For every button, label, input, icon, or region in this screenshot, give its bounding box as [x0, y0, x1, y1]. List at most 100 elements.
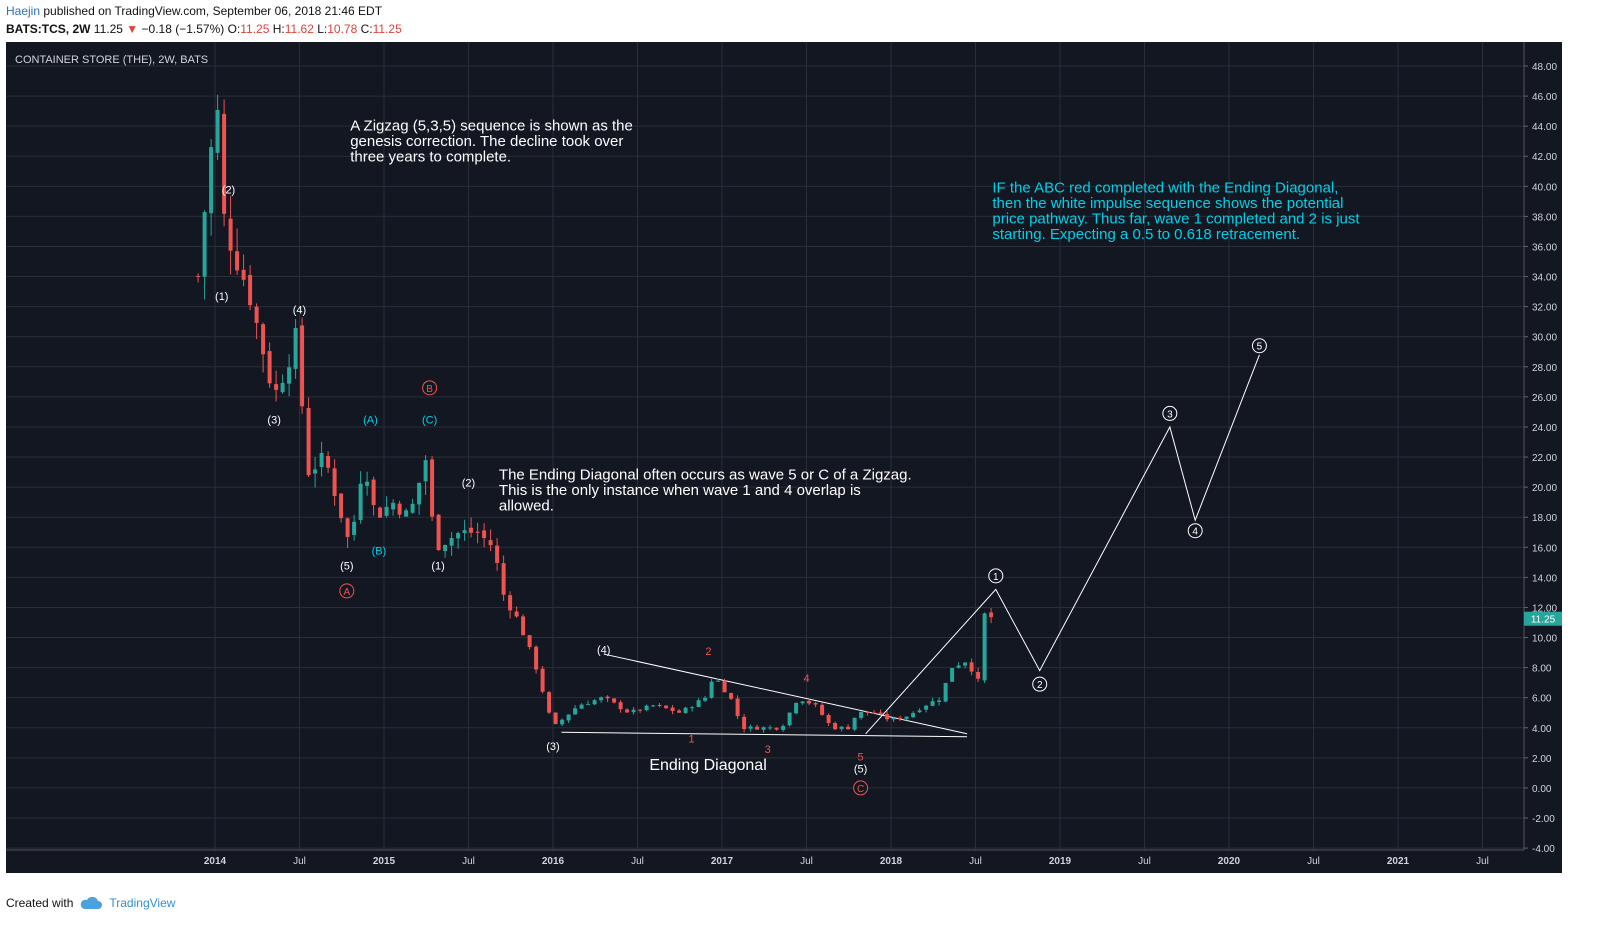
y-tick-label: 8.00 — [1532, 664, 1552, 675]
circled-label-text: 1 — [993, 572, 999, 583]
y-tick-label: 46.00 — [1532, 92, 1557, 103]
x-tick-label: Jul — [462, 856, 475, 867]
annotation-line: Ending Diagonal — [649, 757, 766, 774]
circled-label-text: 5 — [1257, 342, 1263, 353]
circled-wave-label: B — [422, 380, 438, 396]
x-tick-label: Jul — [631, 856, 644, 867]
circled-label-text: 3 — [1167, 409, 1173, 420]
candle-body — [976, 671, 981, 679]
label-circle — [1162, 405, 1178, 421]
circled-label-text: 2 — [1037, 680, 1043, 691]
cloud-icon — [81, 896, 103, 909]
candle-body — [768, 727, 773, 729]
y-tick-label: 32.00 — [1532, 303, 1557, 314]
y-tick-label: 2.00 — [1532, 754, 1552, 765]
candle-body — [267, 351, 272, 384]
high-label: H: — [272, 22, 285, 36]
candle-body — [326, 455, 331, 468]
candle-body — [287, 367, 292, 384]
y-tick-label: -4.00 — [1532, 844, 1555, 855]
x-tick-label: 2016 — [542, 856, 565, 867]
open-value: 11.25 — [240, 22, 270, 36]
candle-body — [436, 514, 441, 551]
candle-body — [618, 702, 623, 710]
candle-body — [410, 503, 415, 513]
candle-body — [891, 718, 896, 720]
candle-body — [794, 702, 799, 714]
circled-label-text: B — [426, 384, 433, 395]
candle-body — [722, 680, 727, 693]
candle-body — [352, 521, 357, 535]
y-tick-label: 14.00 — [1532, 573, 1557, 584]
x-tick-label: Jul — [1138, 856, 1151, 867]
author-link[interactable]: Haejin — [6, 4, 41, 18]
candle-body — [833, 722, 838, 730]
y-tick-label: 20.00 — [1532, 483, 1557, 494]
annotation-line: IF the ABC red completed with the Ending… — [992, 179, 1338, 196]
candle-body — [865, 711, 870, 713]
candle-body — [339, 493, 344, 519]
candle-body — [553, 712, 558, 724]
candle-body — [592, 700, 597, 705]
candle-body — [670, 707, 675, 712]
candle-body — [709, 681, 714, 698]
candle-body — [196, 275, 201, 277]
annotation-line: The Ending Diagonal often occurs as wave… — [499, 467, 912, 484]
low-label: L: — [317, 22, 328, 36]
annotation-line: three years to complete. — [350, 149, 511, 166]
x-tick-label: 2015 — [373, 856, 396, 867]
x-tick-label: 2018 — [880, 856, 903, 867]
wave-label: 1 — [689, 733, 695, 745]
wave-label: (A) — [363, 414, 378, 426]
candle-body — [534, 646, 539, 670]
candle-body — [254, 306, 259, 323]
x-tick-label: 2019 — [1049, 856, 1072, 867]
price-chart[interactable]: (2) (1) (4) (3) (5) (A) (B) (C) (1) (2) (3) (4) (5) 1… — [6, 42, 1562, 873]
footer: Created with TradingView — [6, 896, 175, 910]
candle-body — [664, 705, 669, 709]
candle-body — [475, 531, 480, 533]
circled-wave-label: 4 — [1187, 523, 1203, 539]
annotation-line: starting. Expecting a 0.5 to 0.618 retra… — [992, 226, 1300, 243]
open-label: O: — [227, 22, 241, 36]
candle-body — [820, 704, 825, 715]
wave-label: (B) — [372, 545, 387, 557]
last-price-tag: 11.25 — [1524, 611, 1562, 626]
symbol-label: BATS:TCS, 2W — [6, 22, 91, 36]
wave-label: (1) — [215, 291, 228, 303]
candle-body — [612, 698, 617, 703]
candle-body — [943, 682, 948, 702]
candle-body — [885, 714, 890, 720]
grid-lines — [6, 42, 1524, 850]
y-tick-label: 0.00 — [1532, 784, 1552, 795]
candle-body — [241, 269, 246, 280]
tradingview-link[interactable]: TradingView — [109, 896, 176, 910]
last-price: 11.25 — [93, 22, 123, 36]
candle-body — [690, 707, 695, 709]
circled-wave-label: 1 — [988, 568, 1004, 584]
time-axis[interactable]: 2014 Jul 2015 Jul 2016 Jul 2017 Jul 2018 Jul 2019 J… — [204, 856, 1489, 867]
wave-label: (C) — [422, 414, 437, 426]
wave-label: (4) — [293, 305, 306, 317]
wave-label: 3 — [765, 744, 771, 756]
y-tick-label: 48.00 — [1532, 62, 1557, 73]
y-tick-label: 16.00 — [1532, 543, 1557, 554]
candle-body — [573, 708, 578, 715]
wave-label: (2) — [222, 184, 235, 196]
candle-body — [222, 113, 227, 214]
y-tick-label: 10.00 — [1532, 634, 1557, 645]
candle-body — [638, 709, 643, 711]
candle-body — [313, 469, 318, 474]
candle-body — [586, 703, 591, 705]
candle-body — [417, 482, 422, 505]
candle-body — [826, 714, 831, 723]
wave-labels: (2) (1) (4) (3) (5) (A) (B) (C) (1) (2) (3) (4) (5) 1… — [215, 184, 1267, 796]
candle-body — [781, 725, 786, 730]
close-label: C: — [360, 22, 373, 36]
chart-area[interactable]: (2) (1) (4) (3) (5) (A) (B) (C) (1) (2) (3) (4) (5) 1… — [6, 42, 1562, 873]
candle-body — [547, 692, 552, 713]
annotation-line: This is the only instance when wave 1 an… — [499, 482, 861, 499]
price-axis[interactable]: 48.00 46.00 44.00 42.00 40.00 38.00 36.00 34.00… — [1524, 62, 1557, 855]
candle-body — [215, 109, 220, 153]
candle-body — [683, 707, 688, 713]
